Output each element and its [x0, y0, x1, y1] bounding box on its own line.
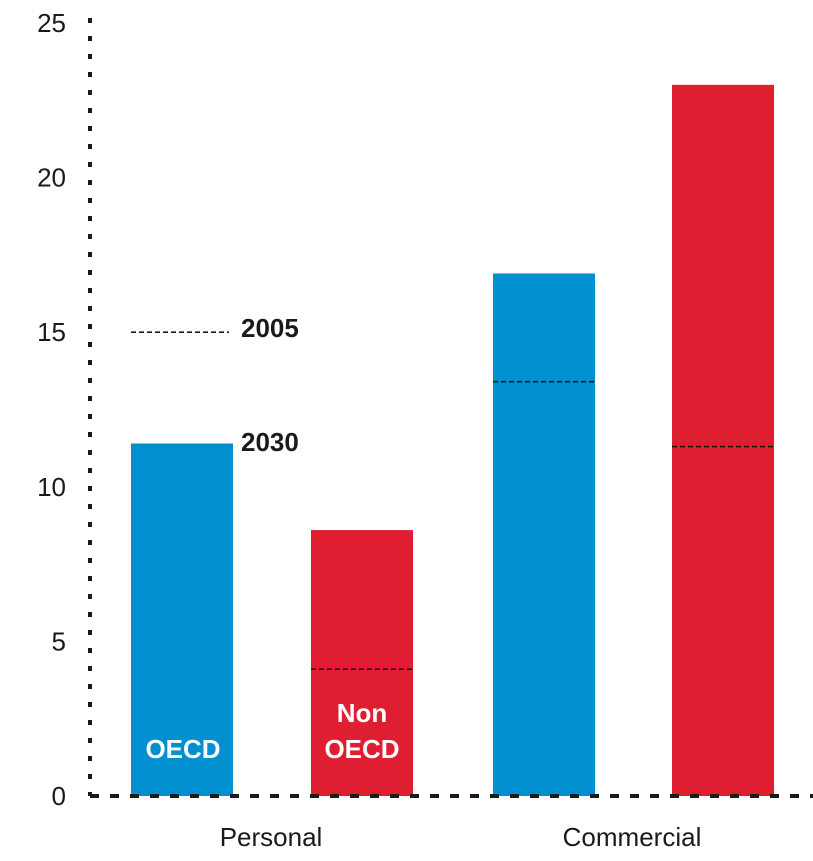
y-tick-label: 5: [52, 626, 66, 656]
y-tick-label: 20: [37, 163, 66, 193]
y-tick-labels: 0 5 10 15 20 25: [37, 8, 66, 811]
series-label-oecd: OECD: [145, 734, 220, 764]
category-label-personal: Personal: [220, 822, 323, 852]
bar-personal-series-0: [131, 443, 233, 796]
y-tick-label: 0: [52, 781, 66, 811]
category-labels: Personal Commercial: [220, 822, 702, 852]
y-tick-label: 25: [37, 8, 66, 38]
bar-commercial-series-1: [672, 84, 774, 797]
label-2005: 2005: [241, 313, 299, 343]
bars-layer: [131, 84, 774, 797]
label-2030: 2030: [241, 427, 299, 457]
marker-2005-layer: [131, 331, 774, 671]
bar-personal-series-1: [311, 530, 413, 796]
y-tick-label: 10: [37, 472, 66, 502]
series-label-non-oecd-line1: Non: [337, 698, 388, 728]
axes-layer: [88, 18, 813, 798]
category-label-commercial: Commercial: [563, 822, 702, 852]
bar-commercial-series-0: [493, 273, 595, 796]
series-label-non-oecd-line2: OECD: [324, 734, 399, 764]
y-tick-label: 15: [37, 317, 66, 347]
annotation-layer: 2005 2030 OECD Non OECD: [145, 313, 399, 764]
